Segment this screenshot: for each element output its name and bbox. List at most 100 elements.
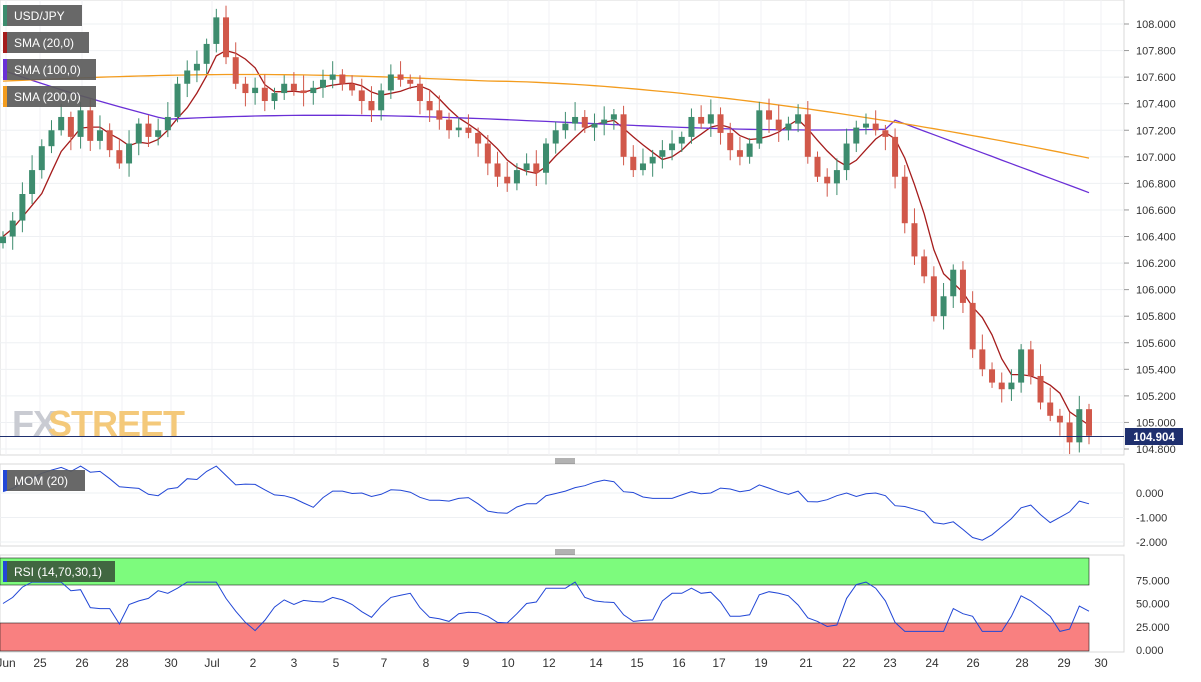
candle-body: [38, 146, 45, 171]
candle-body: [58, 116, 65, 131]
candle-body: [29, 170, 36, 194]
x-tick-label: 30: [164, 656, 178, 670]
x-tick-label: 21: [799, 656, 813, 670]
candle-body: [242, 83, 249, 94]
candle-body: [1037, 375, 1044, 403]
x-tick-label: 25: [33, 656, 47, 670]
mom-line: [2, 465, 1090, 541]
candle-body: [562, 123, 569, 131]
candle-body: [969, 302, 976, 350]
candle-body: [707, 114, 714, 124]
y-tick-label: 106.000: [1136, 285, 1176, 297]
rsi-resize-handle[interactable]: [555, 549, 575, 555]
candle-body: [1056, 415, 1063, 423]
candle-body: [1086, 409, 1092, 436]
x-tick-label: 3: [291, 656, 298, 670]
x-tick-label: 19: [754, 656, 768, 670]
x-tick-label: 15: [630, 656, 644, 670]
candle-body: [387, 74, 394, 91]
x-tick-label: 28: [115, 656, 129, 670]
x-tick-label: 28: [1015, 656, 1029, 670]
candle-body: [416, 83, 423, 102]
x-tick-label: 2: [250, 656, 257, 670]
x-tick-label: 24: [925, 656, 939, 670]
candle-body: [213, 17, 220, 44]
candle-body: [193, 63, 200, 71]
candle-body: [533, 163, 540, 173]
x-tick-label: 22: [842, 656, 856, 670]
candle-body: [756, 110, 763, 144]
candle-body: [48, 130, 55, 147]
x-tick-label: 30: [1094, 656, 1108, 670]
candle-body: [77, 110, 84, 137]
candle-body: [862, 123, 869, 128]
candle-body: [126, 143, 133, 164]
candle-body: [543, 143, 549, 173]
candle-body: [1018, 349, 1025, 383]
candle-body: [959, 269, 966, 303]
candle-body: [804, 114, 811, 157]
candle-body: [329, 74, 336, 80]
x-tick-label: 26: [75, 656, 89, 670]
y-tick-label: 105.800: [1136, 311, 1176, 323]
mom-resize-handle[interactable]: [555, 458, 575, 464]
fxstreet-watermark: FX STREET: [12, 403, 186, 444]
y-tick-label: 106.400: [1136, 232, 1176, 244]
y-tick-label: 106.800: [1136, 178, 1176, 190]
sub-gridlines: [0, 492, 1124, 543]
x-tick-label: 7: [381, 656, 388, 670]
x-tick-label: Jul: [204, 656, 219, 670]
legend-usdjpy-label: USD/JPY: [14, 9, 65, 23]
candle-body: [833, 170, 840, 184]
candle-body: [746, 143, 753, 157]
y-tick-label: 107.000: [1136, 152, 1176, 164]
legend-sma20[interactable]: SMA (20,0): [3, 32, 89, 53]
legend-sma100[interactable]: SMA (100,0): [3, 59, 96, 80]
x-tick-label: 26: [966, 656, 980, 670]
y-tick-label: 106.600: [1136, 205, 1176, 217]
candle-body: [950, 269, 957, 297]
candle-body: [87, 110, 94, 141]
y-tick-label: 105.000: [1136, 417, 1176, 429]
x-tick-label: 29: [1057, 656, 1071, 670]
candle-body: [669, 143, 676, 151]
candle-body: [184, 70, 191, 84]
candle-body: [281, 83, 288, 94]
candle-body: [358, 90, 365, 102]
y-tick-label: 108.000: [1136, 19, 1176, 31]
candle-body: [882, 130, 889, 137]
candle-body: [465, 127, 472, 133]
legend-usdjpy[interactable]: USD/JPY: [3, 5, 82, 26]
candle-body: [639, 163, 646, 171]
main-y-axis: 108.000 107.800 107.600 107.400 107.200 107.0…: [1124, 19, 1176, 456]
candle-body: [475, 132, 482, 144]
watermark-fx: FX: [12, 403, 57, 444]
legend-rsi[interactable]: RSI (14,70,30,1): [3, 561, 115, 582]
x-tick-label: Jun: [0, 656, 16, 670]
candle-body: [853, 127, 860, 144]
candle-body: [513, 170, 520, 184]
candle-body: [824, 176, 831, 184]
x-axis: Jun25262830Jul23578910121415161719212223…: [0, 656, 1108, 670]
watermark-street: STREET: [48, 403, 185, 444]
legend-sma200[interactable]: SMA (200,0): [3, 86, 96, 107]
x-tick-label: 23: [883, 656, 897, 670]
candle-body: [843, 143, 850, 171]
y-tick-label: 107.400: [1136, 99, 1176, 111]
legend-mom[interactable]: MOM (20): [3, 470, 85, 491]
candle-body: [310, 87, 317, 94]
candle-body: [572, 116, 579, 124]
rsi-y-tick-label: 0.000: [1136, 645, 1164, 657]
y-tick-label: 105.600: [1136, 338, 1176, 350]
candle-body: [620, 114, 627, 157]
rsi-path: [2, 581, 1090, 632]
candle-body: [145, 123, 152, 137]
candle-body: [736, 150, 743, 157]
candle-body: [1076, 409, 1083, 443]
y-tick-label: 105.400: [1136, 364, 1176, 376]
rsi-y-tick-label: 50.000: [1136, 599, 1170, 611]
candle-body: [319, 79, 326, 88]
candle-body: [1047, 402, 1054, 416]
candle-body: [9, 220, 16, 237]
candle-body: [930, 276, 937, 317]
